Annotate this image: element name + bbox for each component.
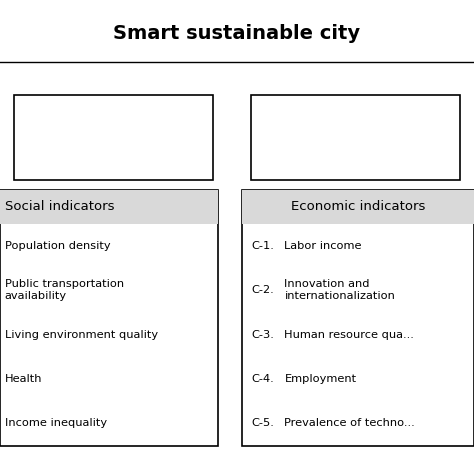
Text: Smart sustainable city: Smart sustainable city xyxy=(113,24,361,43)
FancyBboxPatch shape xyxy=(0,190,218,224)
Text: Economic indicators: Economic indicators xyxy=(291,200,425,213)
Text: Public transportation
availability: Public transportation availability xyxy=(5,280,124,301)
Text: Living environment quality: Living environment quality xyxy=(5,329,158,340)
FancyBboxPatch shape xyxy=(242,190,474,224)
Text: Health: Health xyxy=(5,374,42,384)
FancyBboxPatch shape xyxy=(14,95,213,180)
Text: C-2.: C-2. xyxy=(251,285,274,295)
Text: Employment: Employment xyxy=(284,374,356,384)
Text: Social indicators: Social indicators xyxy=(5,200,114,213)
Text: Population density: Population density xyxy=(5,241,110,251)
FancyBboxPatch shape xyxy=(251,95,460,180)
Text: C-1.: C-1. xyxy=(251,241,274,251)
Text: Labor income: Labor income xyxy=(284,241,362,251)
FancyBboxPatch shape xyxy=(242,190,474,446)
Text: C-5.: C-5. xyxy=(251,419,274,428)
Text: Prevalence of techno...: Prevalence of techno... xyxy=(284,419,415,428)
Text: Income inequality: Income inequality xyxy=(5,419,107,428)
Text: Innovation and
internationalization: Innovation and internationalization xyxy=(284,280,395,301)
Text: C-3.: C-3. xyxy=(251,329,274,340)
Text: Human resource qua...: Human resource qua... xyxy=(284,329,414,340)
Text: C-4.: C-4. xyxy=(251,374,274,384)
FancyBboxPatch shape xyxy=(0,190,218,446)
